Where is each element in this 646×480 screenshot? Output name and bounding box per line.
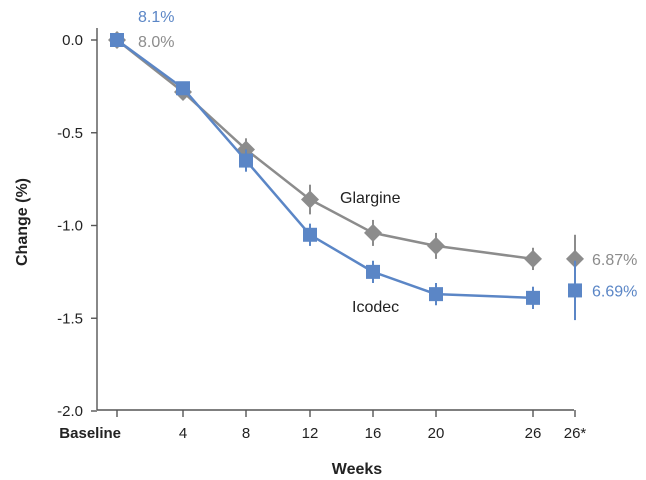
series-line <box>116 38 534 300</box>
icodec-baseline-label: 8.1% <box>138 9 174 26</box>
data-point <box>303 227 317 242</box>
y-axis-title: Change (%) <box>14 178 31 266</box>
y-tick-label: -1.5 <box>57 310 83 327</box>
y-ticks: 0.0 -0.5 -1.0 -1.5 -2.0 <box>57 32 97 420</box>
x-tick-label: Baseline <box>59 425 121 442</box>
data-point <box>366 264 380 279</box>
data-point-26-star <box>568 283 582 298</box>
label-layer: 8.1% 8.0% 6.87% 6.69% Glargine Icodec <box>138 9 637 316</box>
data-point <box>364 223 382 242</box>
data-point-26-star <box>566 249 584 268</box>
y-tick-label: -0.5 <box>57 125 83 142</box>
icodec-end-label: 6.69% <box>592 283 637 300</box>
glargine-baseline-label: 8.0% <box>138 34 174 51</box>
x-ticks: Baseline 4 8 12 16 20 26 26* <box>59 410 586 442</box>
data-point <box>239 153 253 168</box>
y-tick-label: -2.0 <box>57 403 83 420</box>
x-tick-label: 16 <box>365 425 382 442</box>
x-tick-label: 12 <box>302 425 319 442</box>
series-icodec <box>110 33 582 321</box>
data-point <box>110 33 124 47</box>
data-point <box>429 287 443 302</box>
icodec-series-label: Icodec <box>352 299 399 316</box>
x-axis-title: Weeks <box>332 461 383 478</box>
x-tick-label: 26* <box>564 425 587 442</box>
data-point <box>526 290 540 305</box>
y-tick-label: -1.0 <box>57 218 83 235</box>
data-point <box>524 249 542 268</box>
data-point <box>427 236 445 255</box>
series-line <box>116 39 534 261</box>
data-point <box>301 190 319 209</box>
glargine-series-label: Glargine <box>340 190 401 207</box>
x-tick-label: 8 <box>242 425 250 442</box>
x-tick-label: 4 <box>179 425 187 442</box>
data-point <box>176 81 190 96</box>
x-tick-label: 20 <box>428 425 445 442</box>
plot-area: 0.0 -0.5 -1.0 -1.5 -2.0 Baseline 4 8 12 16 20 26 26… <box>57 9 637 442</box>
glargine-end-label: 6.87% <box>592 252 637 269</box>
series-glargine <box>108 31 584 284</box>
x-tick-label: 26 <box>525 425 542 442</box>
series-layer <box>108 31 584 321</box>
y-tick-label: 0.0 <box>62 32 83 49</box>
